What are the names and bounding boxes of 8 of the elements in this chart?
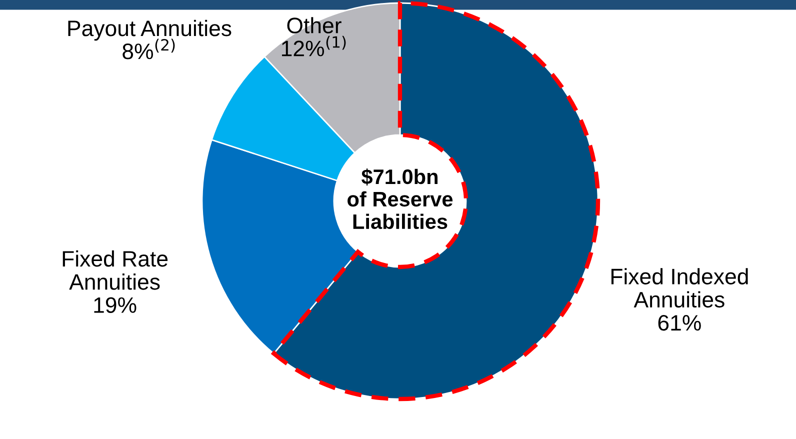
slice-label: Other [287, 17, 342, 34]
data-label: 19% [94, 297, 136, 313]
text: $71.0bn of Reserve Liabilities [348, 168, 453, 230]
data-label: 12%$^{(1)}$ [282, 36, 346, 56]
slice-label: Fixed Rate Annuities [62, 250, 168, 290]
data-label: 8%$^{(2)}$ [122, 38, 175, 60]
slice-label: Fixed Indexed Annuities [611, 268, 748, 308]
data-label: 61% [658, 314, 701, 331]
